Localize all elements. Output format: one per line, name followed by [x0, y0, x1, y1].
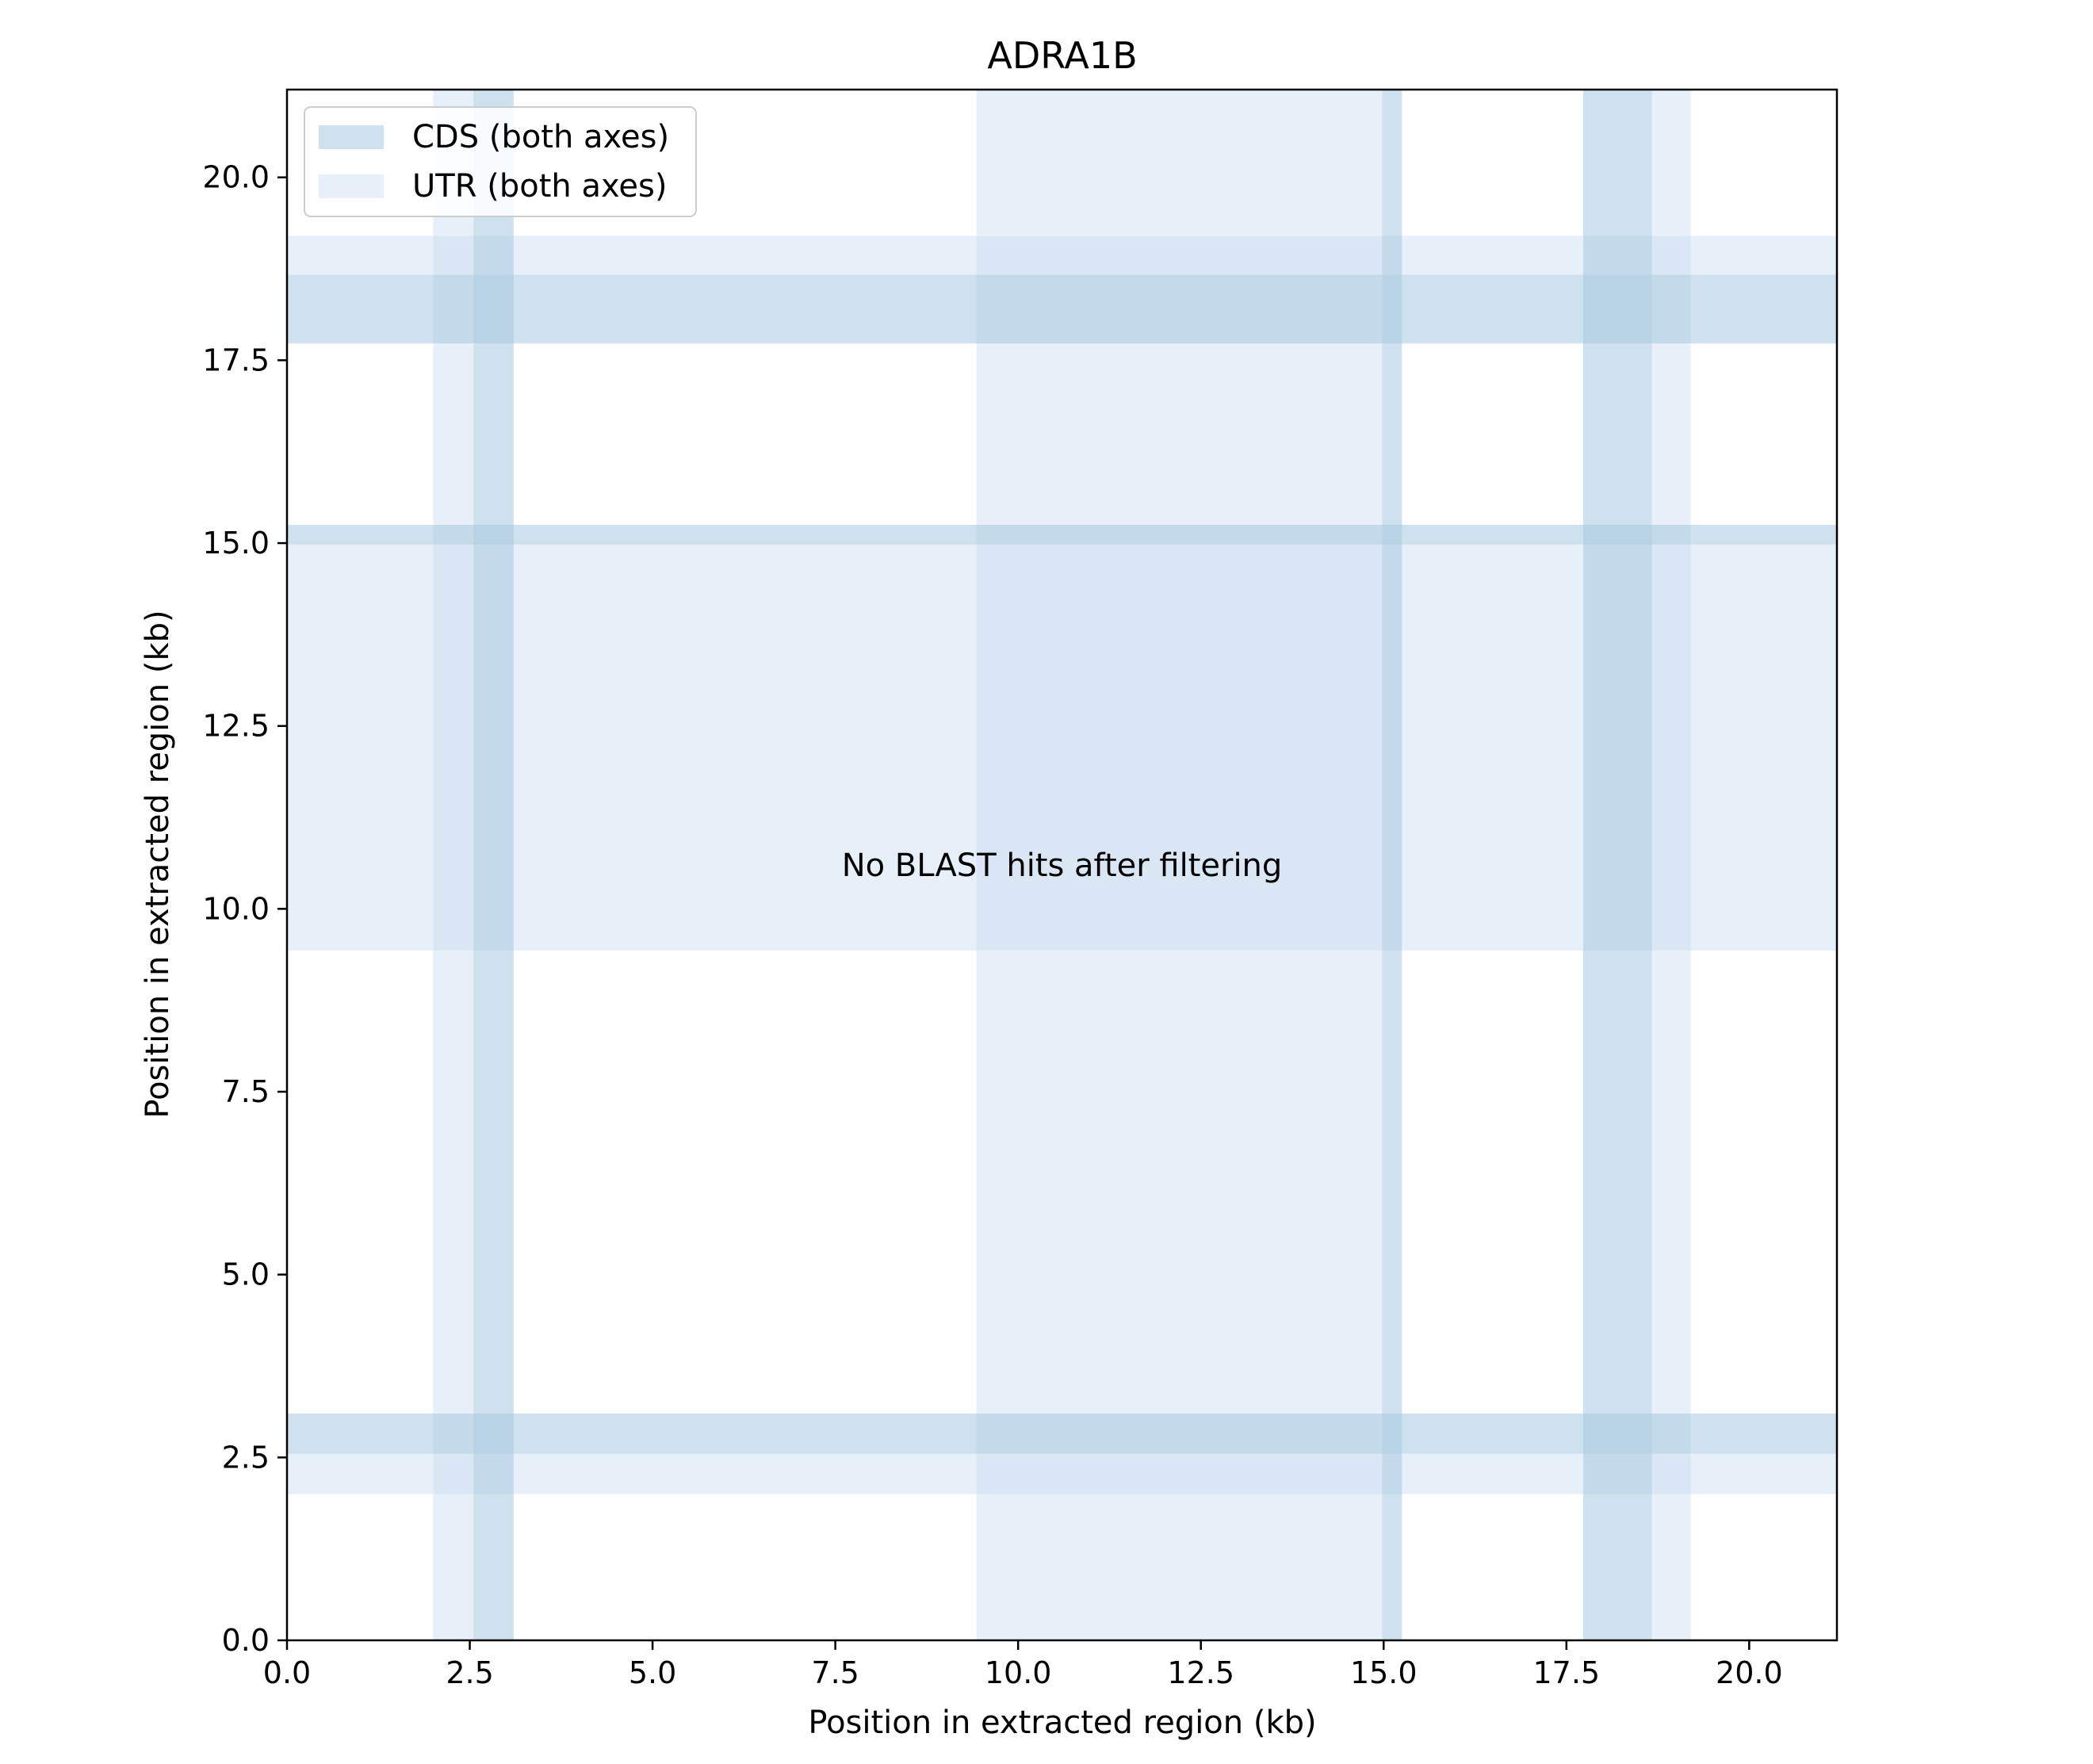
region-bands — [287, 90, 1837, 1640]
chart-title: ADRA1B — [987, 34, 1137, 77]
utr-band-vertical-1 — [976, 90, 1383, 1640]
x-tick-label: 2.5 — [446, 1655, 493, 1690]
y-tick-label: 12.5 — [202, 709, 270, 744]
y-tick-label: 17.5 — [202, 342, 270, 377]
utr-band-vertical-0 — [433, 90, 474, 1640]
y-axis-label: Position in extracted region (kb) — [140, 610, 176, 1118]
legend-box — [304, 106, 697, 217]
cds-band-vertical-2 — [1583, 90, 1652, 1640]
x-tick-label: 20.0 — [1716, 1655, 1783, 1690]
cds-band-horizontal-2 — [287, 274, 1837, 344]
legend-swatch-cds — [319, 125, 384, 149]
x-tick-label: 17.5 — [1532, 1655, 1600, 1690]
x-tick-label: 12.5 — [1167, 1655, 1234, 1690]
x-tick-label: 15.0 — [1350, 1655, 1418, 1690]
cds-band-horizontal-0 — [287, 1413, 1837, 1454]
utr-band-horizontal-2 — [287, 235, 1837, 275]
legend: CDS (both axes) UTR (both axes) — [304, 106, 697, 217]
cds-band-vertical-1 — [1382, 90, 1402, 1640]
x-axis-label: Position in extracted region (kb) — [808, 1705, 1316, 1741]
cds-band-horizontal-1 — [287, 524, 1837, 545]
plot-frame — [285, 88, 1839, 1642]
no-hits-annotation: No BLAST hits after filtering — [842, 848, 1283, 884]
x-tick-label: 10.0 — [985, 1655, 1052, 1690]
y-tick-label: 20.0 — [202, 160, 270, 195]
utr-band-vertical-2 — [1651, 90, 1691, 1640]
y-tick-label: 0.0 — [222, 1623, 270, 1658]
x-tick-label: 0.0 — [263, 1655, 311, 1690]
legend-label-cds: CDS (both axes) — [412, 119, 669, 155]
utr-band-horizontal-0 — [287, 1453, 1837, 1494]
cds-band-vertical-0 — [473, 90, 514, 1640]
y-tick-label: 2.5 — [222, 1440, 270, 1475]
y-tick-label: 10.0 — [202, 891, 270, 926]
legend-swatch-utr — [319, 174, 384, 198]
x-tick-label: 7.5 — [811, 1655, 859, 1690]
annotation-layer: No BLAST hits after filtering — [842, 848, 1283, 884]
y-tick-label: 15.0 — [202, 526, 270, 561]
utr-band-horizontal-1 — [287, 544, 1837, 951]
y-tick-label: 5.0 — [222, 1257, 270, 1292]
x-tick-label: 5.0 — [629, 1655, 676, 1690]
axes: 0.0 2.5 5.0 7.5 10.0 12.5 15.0 17.5 20.0 0.0 2.5 5.… — [202, 88, 1839, 1690]
y-tick-label: 7.5 — [222, 1074, 270, 1109]
legend-label-utr: UTR (both axes) — [412, 168, 667, 205]
